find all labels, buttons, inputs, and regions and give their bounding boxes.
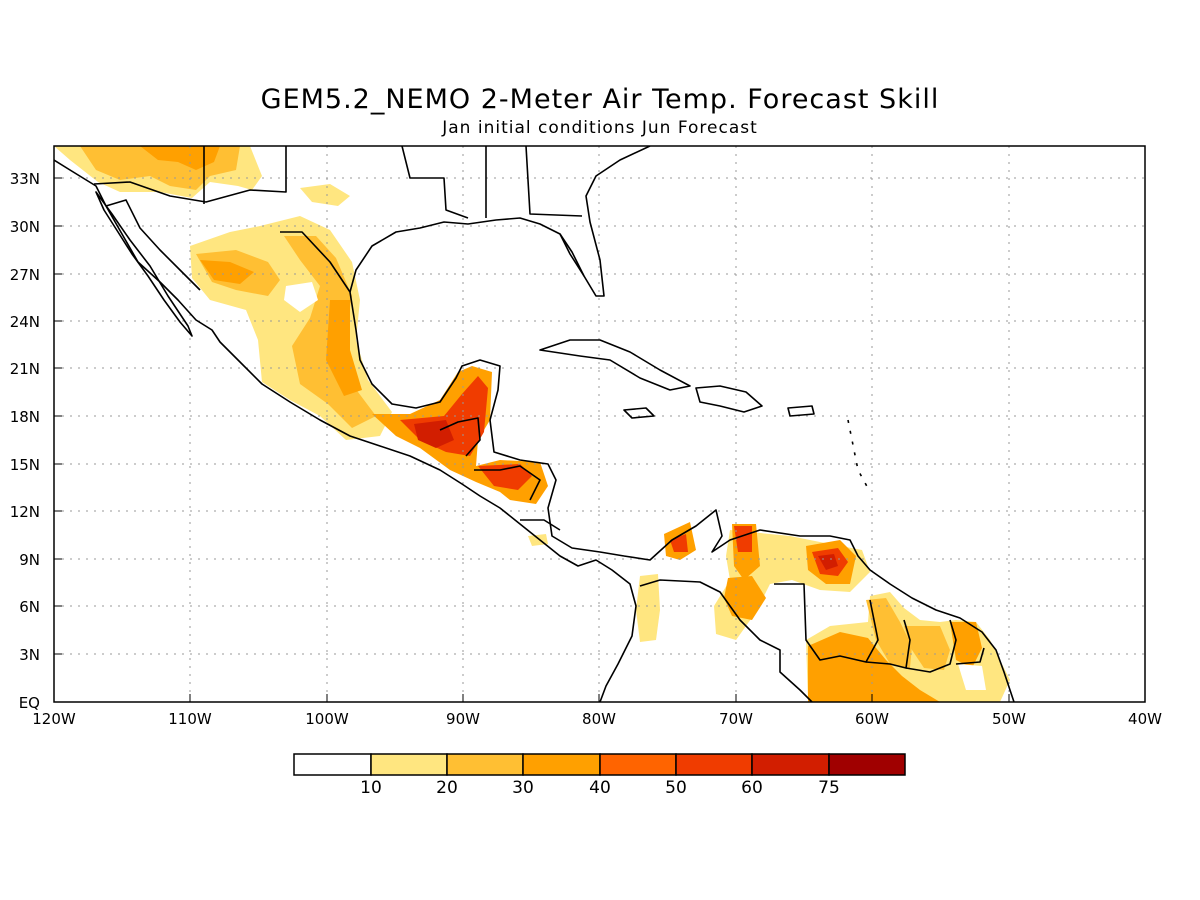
lat-label: 21N xyxy=(10,360,40,378)
lat-labels: 33N 30N 27N 24N 21N 18N 15N 12N 9N 6N 3N… xyxy=(10,170,40,712)
lat-label: EQ xyxy=(19,694,40,712)
lat-label: 27N xyxy=(10,266,40,284)
lat-label: 30N xyxy=(10,218,40,236)
colorbar-box xyxy=(446,753,524,776)
skill-region-northwest-peak xyxy=(140,146,220,170)
colorbar-box xyxy=(522,753,601,776)
colorbar: 10 20 30 40 50 60 75 xyxy=(293,753,906,798)
skill-region-guianas xyxy=(866,598,912,668)
lat-label: 33N xyxy=(10,170,40,188)
lon-label: 50W xyxy=(992,710,1026,728)
colorbar-label: 60 xyxy=(741,778,763,798)
colorbar-box xyxy=(293,753,372,776)
skill-shading xyxy=(54,146,1010,702)
skill-region-brazil-mid xyxy=(808,632,940,702)
skill-region-venezuela-core xyxy=(734,526,752,552)
axis-ticks xyxy=(54,177,1010,702)
colorbar-box xyxy=(828,753,906,776)
lon-label: 80W xyxy=(582,710,616,728)
colorbar-box xyxy=(599,753,677,776)
colorbar-label: 75 xyxy=(818,778,840,798)
lon-label: 120W xyxy=(32,710,76,728)
coastlines xyxy=(54,146,1015,702)
skill-region-nw-small xyxy=(300,184,350,206)
lon-label: 40W xyxy=(1128,710,1162,728)
lat-label: 6N xyxy=(19,598,40,616)
colorbar-label: 10 xyxy=(360,778,382,798)
lat-label: 3N xyxy=(19,646,40,664)
colorbar-label: 50 xyxy=(665,778,687,798)
colorbar-box xyxy=(675,753,753,776)
lat-label: 18N xyxy=(10,408,40,426)
map-title: GEM5.2_NEMO 2-Meter Air Temp. Forecast S… xyxy=(260,84,940,115)
skill-region-amapa xyxy=(950,622,982,668)
skill-region-guatemala-peak xyxy=(414,420,454,448)
lat-label: 15N xyxy=(10,456,40,474)
map-subtitle: Jan initial conditions Jun Forecast xyxy=(442,118,758,138)
skill-region-orinoco xyxy=(724,576,766,620)
lat-label: 9N xyxy=(19,551,40,569)
skill-region-sierra-core xyxy=(326,300,362,396)
graticule xyxy=(54,146,1145,702)
skill-region-mexico-inner xyxy=(200,260,254,284)
lat-label: 12N xyxy=(10,503,40,521)
lon-label: 70W xyxy=(719,710,753,728)
skill-region-guianas-east xyxy=(904,626,950,670)
lon-label: 100W xyxy=(305,710,349,728)
skill-region-guyana-center xyxy=(818,554,838,570)
skill-hole-2 xyxy=(958,664,986,690)
skill-hole-1 xyxy=(284,282,318,312)
colorbar-box xyxy=(370,753,448,776)
skill-region-colombia-west xyxy=(636,574,660,642)
colorbar-label: 40 xyxy=(589,778,611,798)
colorbar-label: 20 xyxy=(436,778,458,798)
lat-label: 24N xyxy=(10,313,40,331)
lon-labels: 120W 110W 100W 90W 80W 70W 60W 50W 40W xyxy=(32,710,1162,728)
lon-label: 90W xyxy=(446,710,480,728)
lon-label: 60W xyxy=(855,710,889,728)
colorbar-box xyxy=(751,753,830,776)
lon-label: 110W xyxy=(168,710,212,728)
colorbar-label: 30 xyxy=(512,778,534,798)
